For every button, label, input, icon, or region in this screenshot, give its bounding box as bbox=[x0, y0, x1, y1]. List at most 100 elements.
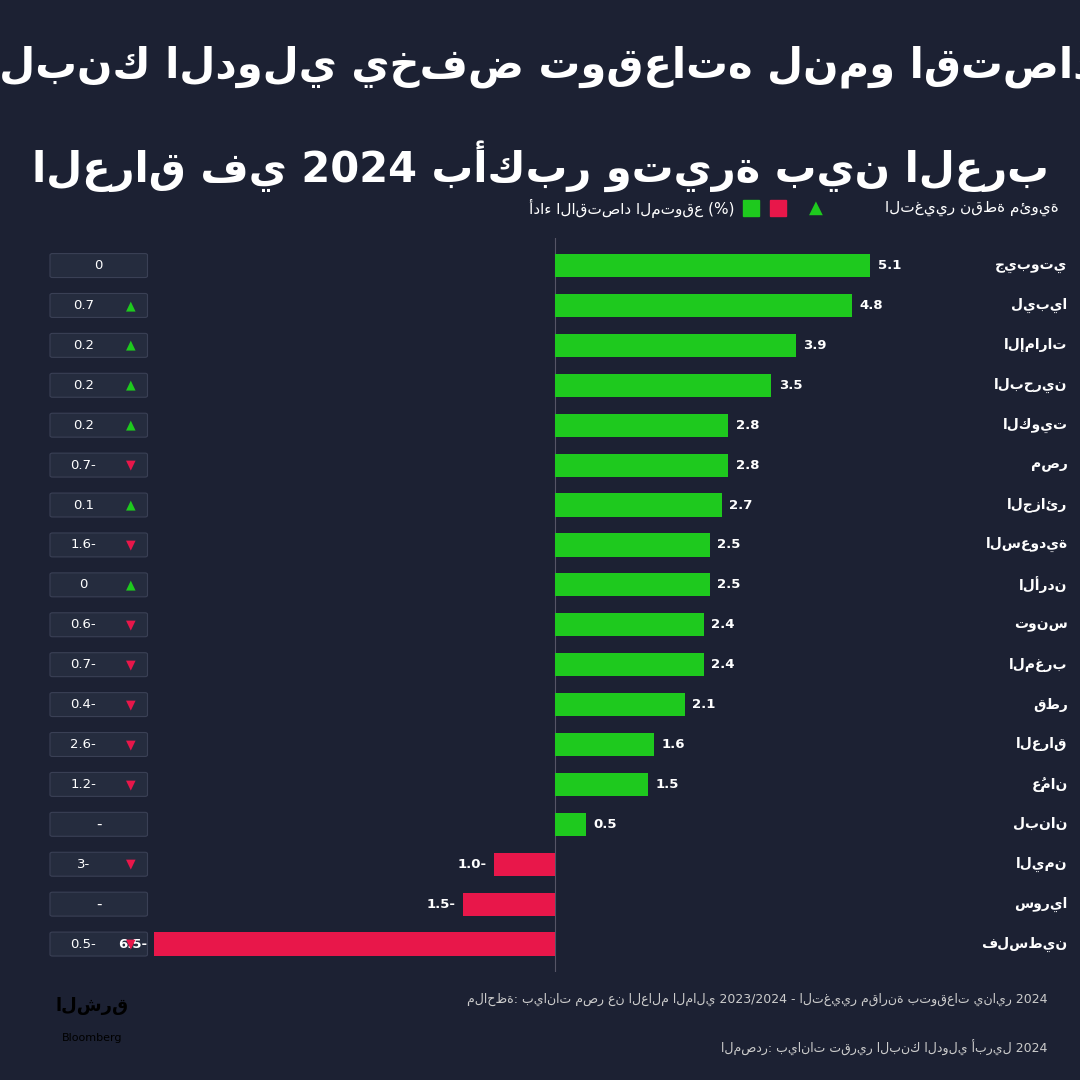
FancyBboxPatch shape bbox=[50, 414, 148, 437]
Text: مصر: مصر bbox=[1030, 458, 1068, 472]
Text: 1.5: 1.5 bbox=[656, 778, 679, 791]
Text: Bloomberg: Bloomberg bbox=[62, 1034, 122, 1043]
Text: 0.5-: 0.5- bbox=[70, 937, 96, 950]
Text: 0.2: 0.2 bbox=[72, 339, 94, 352]
Text: 2.1: 2.1 bbox=[692, 698, 716, 711]
Bar bbox=[494, 853, 555, 876]
Text: 0.1: 0.1 bbox=[72, 499, 94, 512]
Text: 2.5: 2.5 bbox=[717, 579, 741, 592]
Text: 3.9: 3.9 bbox=[804, 339, 827, 352]
Text: ▼: ▼ bbox=[126, 778, 136, 791]
Text: البنك الدولي يخفض توقعاته لنمو اقتصاد: البنك الدولي يخفض توقعاته لنمو اقتصاد bbox=[0, 45, 1080, 87]
Text: 4.8: 4.8 bbox=[859, 299, 882, 312]
Text: -: - bbox=[96, 896, 102, 912]
Text: ▼: ▼ bbox=[126, 618, 136, 631]
Text: 0.2: 0.2 bbox=[72, 379, 94, 392]
Text: 6.5-: 6.5- bbox=[118, 937, 147, 950]
Bar bbox=[555, 693, 685, 716]
Text: العراق في 2024 بأكبر وتيرة بين العرب: العراق في 2024 بأكبر وتيرة بين العرب bbox=[31, 140, 1049, 192]
Bar bbox=[555, 294, 852, 318]
Text: الكويت: الكويت bbox=[1002, 418, 1068, 433]
Text: ▲: ▲ bbox=[126, 499, 136, 512]
Bar bbox=[555, 653, 703, 676]
Text: السعودية: السعودية bbox=[986, 538, 1068, 553]
Text: المغرب: المغرب bbox=[1009, 658, 1068, 672]
Bar bbox=[555, 374, 771, 396]
FancyBboxPatch shape bbox=[50, 732, 148, 756]
Bar bbox=[555, 254, 870, 278]
Bar bbox=[555, 813, 586, 836]
FancyBboxPatch shape bbox=[50, 532, 148, 557]
Text: العراق: العراق bbox=[1016, 738, 1068, 752]
Text: التغيير نقطة مئوية: التغيير نقطة مئوية bbox=[885, 201, 1058, 216]
Bar bbox=[555, 454, 728, 476]
Text: 2.5: 2.5 bbox=[717, 539, 741, 552]
FancyBboxPatch shape bbox=[50, 454, 148, 477]
Text: 2.4: 2.4 bbox=[711, 618, 734, 631]
Text: 2.4: 2.4 bbox=[711, 658, 734, 671]
Bar bbox=[463, 892, 555, 916]
FancyBboxPatch shape bbox=[50, 374, 148, 397]
Text: ▼: ▼ bbox=[126, 658, 136, 671]
Text: 5.1: 5.1 bbox=[878, 259, 901, 272]
Bar bbox=[555, 414, 728, 436]
Bar bbox=[555, 534, 710, 556]
FancyBboxPatch shape bbox=[50, 812, 148, 836]
Text: البحرين: البحرين bbox=[995, 378, 1068, 393]
Text: 0.7-: 0.7- bbox=[70, 658, 96, 671]
Text: 2.8: 2.8 bbox=[735, 419, 759, 432]
Text: ملاحظة: بيانات مصر عن العالم المالي 2023/2024 - التغيير مقارنة بتوقعات يناير 202: ملاحظة: بيانات مصر عن العالم المالي 2023… bbox=[467, 993, 1048, 1005]
Bar bbox=[555, 613, 703, 636]
Text: سوريا: سوريا bbox=[1014, 896, 1068, 912]
Text: 0.4-: 0.4- bbox=[70, 698, 96, 711]
Text: فلسطين: فلسطين bbox=[982, 936, 1068, 951]
Text: ليبيا: ليبيا bbox=[1011, 298, 1068, 313]
Text: 0.7-: 0.7- bbox=[70, 459, 96, 472]
Text: 0.7: 0.7 bbox=[72, 299, 94, 312]
FancyBboxPatch shape bbox=[50, 652, 148, 677]
Text: ▼: ▼ bbox=[126, 937, 136, 950]
Text: ▲: ▲ bbox=[126, 339, 136, 352]
Text: 0.5: 0.5 bbox=[594, 818, 617, 831]
Bar bbox=[154, 932, 555, 956]
Text: 2.6-: 2.6- bbox=[70, 738, 96, 751]
Text: ▲: ▲ bbox=[126, 419, 136, 432]
Bar bbox=[555, 334, 796, 356]
Text: عُمان: عُمان bbox=[1031, 777, 1068, 792]
Text: قطر: قطر bbox=[1032, 698, 1068, 712]
Text: ▼: ▼ bbox=[126, 698, 136, 711]
Text: 2.8: 2.8 bbox=[735, 459, 759, 472]
Bar bbox=[555, 773, 648, 796]
Text: ▼: ▼ bbox=[126, 539, 136, 552]
Text: المصدر: بيانات تقرير البنك الدولي أبريل 2024: المصدر: بيانات تقرير البنك الدولي أبريل … bbox=[721, 1040, 1048, 1055]
Text: 0: 0 bbox=[79, 579, 87, 592]
FancyBboxPatch shape bbox=[50, 294, 148, 318]
Text: ▲: ▲ bbox=[809, 199, 822, 217]
Text: الأردن: الأردن bbox=[1020, 577, 1068, 593]
Text: ▲: ▲ bbox=[126, 299, 136, 312]
FancyBboxPatch shape bbox=[50, 612, 148, 637]
FancyBboxPatch shape bbox=[50, 852, 148, 876]
Bar bbox=[555, 494, 723, 516]
FancyBboxPatch shape bbox=[50, 932, 148, 956]
Text: ▼: ▼ bbox=[126, 738, 136, 751]
Text: الجزائر: الجزائر bbox=[1008, 498, 1068, 512]
Text: 1.5-: 1.5- bbox=[427, 897, 456, 910]
Text: جيبوتي: جيبوتي bbox=[996, 258, 1068, 272]
FancyBboxPatch shape bbox=[50, 254, 148, 278]
FancyBboxPatch shape bbox=[50, 334, 148, 357]
Text: 3-: 3- bbox=[77, 858, 90, 870]
Text: ▼: ▼ bbox=[126, 459, 136, 472]
Text: 0.2: 0.2 bbox=[72, 419, 94, 432]
FancyBboxPatch shape bbox=[50, 572, 148, 597]
Text: ▲: ▲ bbox=[126, 379, 136, 392]
Text: -: - bbox=[96, 816, 102, 832]
Text: 1.0-: 1.0- bbox=[457, 858, 486, 870]
FancyBboxPatch shape bbox=[50, 892, 148, 916]
Text: ▼: ▼ bbox=[126, 858, 136, 870]
FancyBboxPatch shape bbox=[50, 772, 148, 796]
FancyBboxPatch shape bbox=[50, 494, 148, 517]
Bar bbox=[555, 573, 710, 596]
Text: 1.2-: 1.2- bbox=[70, 778, 96, 791]
Text: الإمارات: الإمارات bbox=[1004, 338, 1068, 352]
